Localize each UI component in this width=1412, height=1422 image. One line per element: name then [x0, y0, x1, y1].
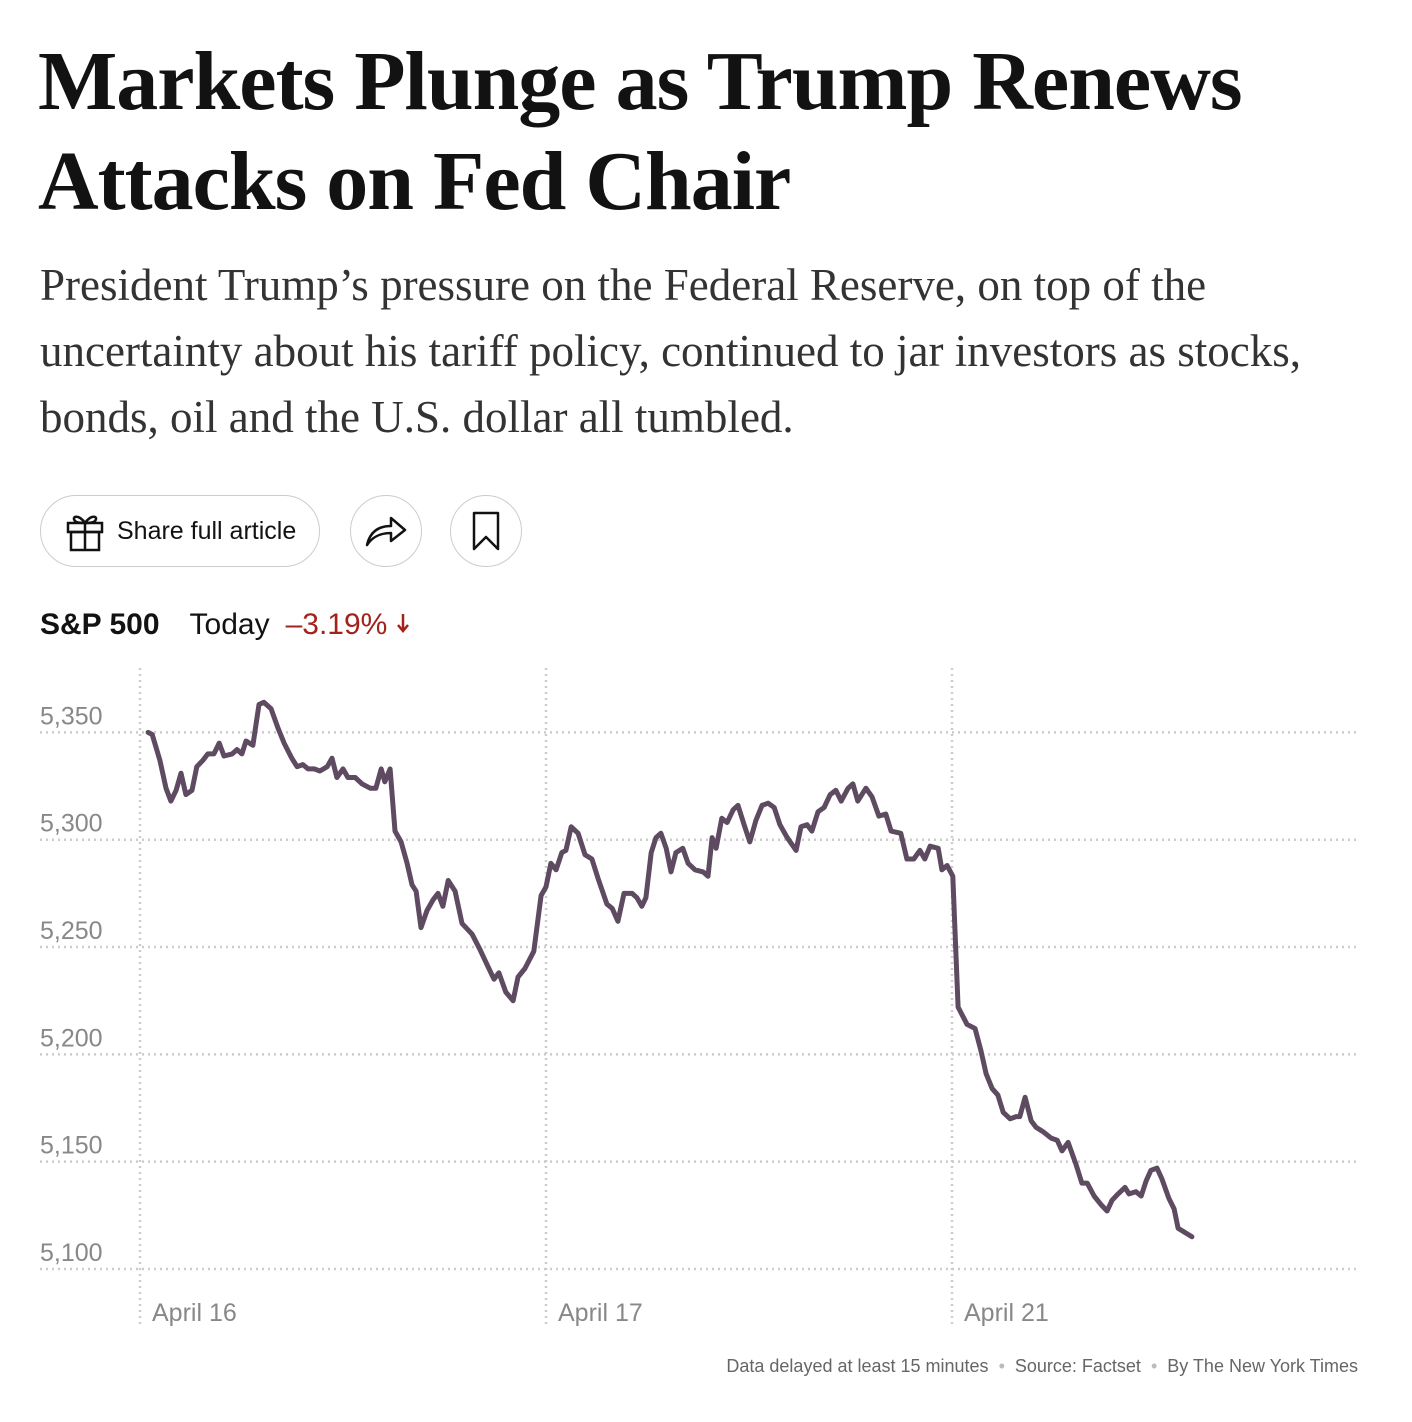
bookmark-icon [472, 511, 500, 551]
forward-icon [365, 516, 407, 547]
y-tick-label: 5,350 [40, 702, 103, 730]
period: Today [189, 608, 270, 641]
y-tick-label: 5,150 [40, 1132, 103, 1160]
y-tick-label: 5,200 [40, 1024, 103, 1052]
chart-header: S&P 500 Today –3.19% [40, 608, 410, 642]
forward-button[interactable] [350, 495, 422, 567]
price-line [145, 699, 1195, 1240]
change: –3.19% [286, 608, 410, 641]
index-name: S&P 500 [40, 608, 160, 641]
headline: Markets Plunge as Trump Renews Attacks o… [38, 35, 1243, 228]
y-tick-label: 5,250 [40, 917, 103, 945]
y-tick-label: 5,100 [40, 1239, 103, 1267]
separator: • [998, 1356, 1005, 1376]
save-button[interactable] [450, 495, 522, 567]
credit: By The New York Times [1167, 1356, 1358, 1376]
x-tick-label: April 17 [558, 1299, 643, 1327]
separator: • [1150, 1356, 1158, 1376]
chart: 5,100 5,150 5,200 5,250 5,300 5,350 April 16 Ap… [40, 668, 1358, 1327]
source: Source: Factset [1014, 1356, 1141, 1376]
share-label: Share full article [117, 516, 297, 545]
x-tick-label: April 16 [152, 1299, 237, 1327]
change-value: –3.19% [285, 608, 388, 641]
gift-icon [66, 515, 104, 552]
y-tick-label: 5,300 [40, 810, 103, 838]
share-button[interactable]: Share full article [40, 495, 320, 567]
down-arrow [396, 614, 409, 633]
summary: President Trump’s pressure on the Federa… [40, 260, 1301, 442]
x-tick-label: April 21 [964, 1299, 1049, 1327]
chart-footer: Data delayed at least 15 minutes • Source:… [726, 1356, 1358, 1377]
delay-note: Data delayed at least 15 minutes [726, 1356, 989, 1376]
